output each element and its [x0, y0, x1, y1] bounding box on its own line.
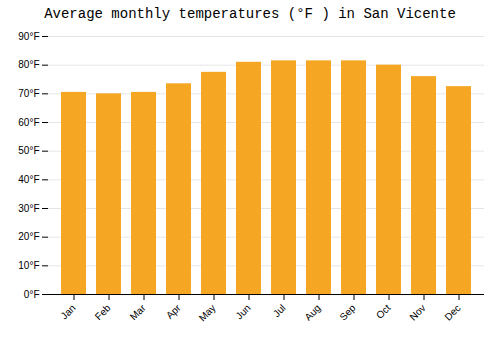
svg-text:Aug: Aug — [302, 302, 322, 322]
svg-text:50°F: 50°F — [18, 145, 39, 156]
svg-text:Oct: Oct — [374, 302, 393, 321]
svg-text:70°F: 70°F — [18, 88, 39, 99]
svg-text:May: May — [197, 302, 218, 323]
svg-text:Mar: Mar — [128, 302, 148, 322]
svg-text:Sep: Sep — [337, 302, 358, 323]
svg-text:60°F: 60°F — [18, 117, 39, 128]
svg-text:0°F: 0°F — [24, 289, 40, 300]
svg-text:Jun: Jun — [233, 302, 252, 321]
svg-text:Feb: Feb — [93, 302, 113, 322]
svg-text:Jul: Jul — [271, 302, 288, 319]
svg-text:90°F: 90°F — [18, 31, 39, 42]
svg-text:80°F: 80°F — [18, 59, 39, 70]
svg-text:30°F: 30°F — [18, 203, 39, 214]
svg-text:Jan: Jan — [58, 302, 77, 321]
svg-text:Apr: Apr — [164, 302, 183, 321]
svg-text:Dec: Dec — [442, 302, 462, 322]
svg-text:10°F: 10°F — [18, 260, 39, 271]
svg-text:Nov: Nov — [407, 302, 427, 322]
html-text:Average monthly temperatures (: Average monthly temperatures (°F ) in Sa… — [44, 6, 456, 22]
svg-text:40°F: 40°F — [18, 174, 39, 185]
svg-text:20°F: 20°F — [18, 231, 39, 242]
